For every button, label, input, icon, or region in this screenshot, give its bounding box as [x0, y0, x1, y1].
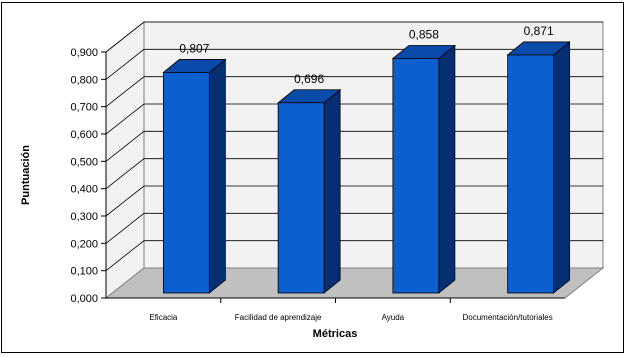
bar-front — [162, 72, 210, 294]
x-tick-label: Documentación/tutoriales — [462, 313, 552, 322]
gridline — [105, 21, 603, 53]
bar — [391, 44, 457, 294]
bar-front — [507, 54, 555, 294]
y-tick-label: 0,800 — [70, 74, 98, 86]
y-tick-label: 0,700 — [70, 102, 98, 114]
x-tick-label: Facilidad de aprendizaje — [235, 313, 322, 322]
y-tick-label: 0,400 — [70, 184, 98, 196]
side-wall — [105, 20, 145, 300]
labels: 0,000 0,100 0,200 0,300 0,400 0,500 0,600 0,700… — [70, 24, 553, 322]
bar-side — [438, 44, 456, 294]
bar-side — [208, 58, 226, 294]
data-label: 0,807 — [179, 41, 209, 55]
y-tick-label: 0,000 — [70, 293, 98, 305]
bar-side — [553, 41, 571, 294]
bars — [162, 41, 571, 294]
y-tick-label: 0,300 — [70, 211, 98, 223]
axes — [101, 51, 565, 303]
bar — [506, 41, 571, 294]
chart-frame: 0,000 0,100 0,200 0,300 0,400 0,500 0,600 0,700… — [1, 2, 624, 353]
bar-front — [277, 102, 325, 294]
bar-side — [323, 88, 341, 294]
bar — [276, 88, 342, 294]
x-axis-title: Métricas — [313, 328, 358, 340]
bar — [162, 58, 227, 294]
y-tick-label: 0,200 — [70, 238, 98, 250]
y-tick-label: 0,600 — [70, 129, 98, 141]
data-label: 0,696 — [294, 72, 324, 86]
data-label: 0,871 — [524, 24, 554, 38]
y-tick-label: 0,500 — [70, 156, 98, 168]
bar-front — [392, 58, 440, 294]
y-tick-label: 0,100 — [70, 266, 98, 278]
y-axis-title: Puntuación — [20, 145, 32, 205]
x-tick-label: Eficacia — [149, 313, 178, 322]
data-label: 0,858 — [409, 27, 439, 41]
y-tick-label: 0,900 — [70, 47, 98, 59]
x-tick-label: Ayuda — [382, 313, 405, 322]
bar-chart: 0,000 0,100 0,200 0,300 0,400 0,500 0,600 0,700… — [20, 20, 605, 340]
